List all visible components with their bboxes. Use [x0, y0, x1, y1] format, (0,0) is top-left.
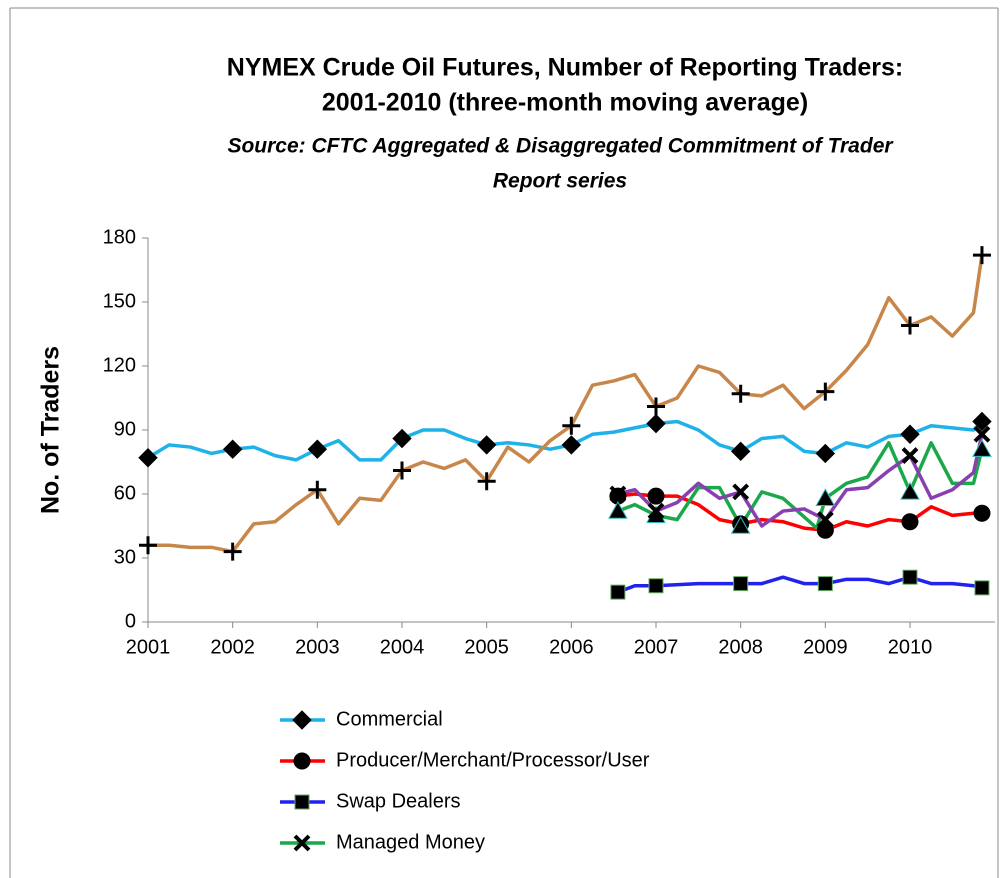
- marker: [646, 413, 666, 434]
- marker: [900, 424, 920, 444]
- marker: [901, 447, 919, 465]
- marker: [294, 794, 310, 810]
- marker: [477, 472, 496, 491]
- marker: [815, 443, 836, 464]
- marker: [393, 461, 411, 480]
- y-tick-label: 120: [103, 354, 136, 376]
- marker: [293, 834, 311, 852]
- marker: [972, 439, 992, 457]
- marker: [817, 576, 833, 592]
- marker: [292, 710, 312, 730]
- marker: [974, 580, 990, 596]
- marker: [223, 542, 242, 561]
- marker: [973, 504, 991, 522]
- marker: [648, 578, 664, 594]
- marker: [902, 569, 918, 585]
- marker: [730, 515, 751, 534]
- marker: [610, 584, 626, 600]
- x-tick-label: 2010: [888, 636, 933, 658]
- y-tick-label: 150: [103, 290, 136, 312]
- y-tick-label: 90: [114, 418, 136, 440]
- marker: [900, 481, 920, 500]
- series-line: [617, 433, 984, 528]
- marker: [222, 439, 243, 459]
- marker: [732, 483, 750, 501]
- chart-title: NYMEX Crude Oil Futures, Number of Repor…: [227, 54, 903, 82]
- marker: [816, 511, 834, 529]
- marker: [609, 485, 627, 503]
- x-tick-label: 2006: [549, 636, 594, 658]
- marker: [733, 576, 749, 592]
- marker: [816, 382, 835, 401]
- marker: [139, 536, 157, 555]
- marker: [308, 480, 327, 499]
- series-line: [617, 492, 982, 533]
- legend-label: Swap Dealers: [336, 790, 461, 812]
- x-tick-label: 2002: [210, 636, 255, 658]
- y-tick-label: 60: [114, 482, 136, 504]
- marker: [647, 397, 665, 416]
- legend-label: Producer/Merchant/Processor/User: [336, 749, 650, 771]
- marker: [608, 501, 628, 519]
- chart-title: 2001-2010 (three-month moving average): [322, 89, 808, 117]
- series-line: [617, 575, 983, 594]
- marker: [901, 513, 919, 531]
- x-tick-label: 2001: [126, 636, 171, 658]
- series-line: [148, 254, 984, 554]
- legend-label: Commercial: [336, 708, 443, 730]
- x-tick-label: 2008: [718, 636, 763, 658]
- subtitle: Source: CFTC Aggregated & Disaggregated …: [227, 135, 894, 158]
- y-tick-label: 30: [114, 546, 136, 568]
- marker: [972, 246, 991, 265]
- marker: [815, 488, 836, 506]
- marker: [138, 448, 158, 468]
- marker: [901, 316, 919, 335]
- marker: [647, 502, 665, 520]
- marker: [730, 441, 751, 462]
- marker: [307, 439, 328, 459]
- x-tick-label: 2004: [380, 636, 425, 658]
- x-tick-label: 2003: [295, 636, 340, 658]
- marker: [731, 384, 750, 403]
- marker: [973, 425, 991, 443]
- marker: [293, 752, 311, 770]
- marker: [972, 411, 992, 432]
- x-tick-label: 2009: [803, 636, 848, 658]
- subtitle: Report series: [493, 170, 627, 193]
- marker: [562, 416, 581, 435]
- marker: [476, 435, 497, 455]
- marker: [392, 428, 412, 449]
- marker: [561, 435, 582, 455]
- legend-label: Managed Money: [336, 831, 485, 853]
- x-tick-label: 2007: [634, 636, 679, 658]
- y-tick-label: 180: [103, 226, 136, 248]
- y-tick-label: 0: [125, 610, 136, 632]
- series-line: [617, 441, 984, 530]
- y-axis-label: No. of Traders: [37, 346, 65, 514]
- marker: [647, 487, 665, 505]
- x-tick-label: 2005: [464, 636, 509, 658]
